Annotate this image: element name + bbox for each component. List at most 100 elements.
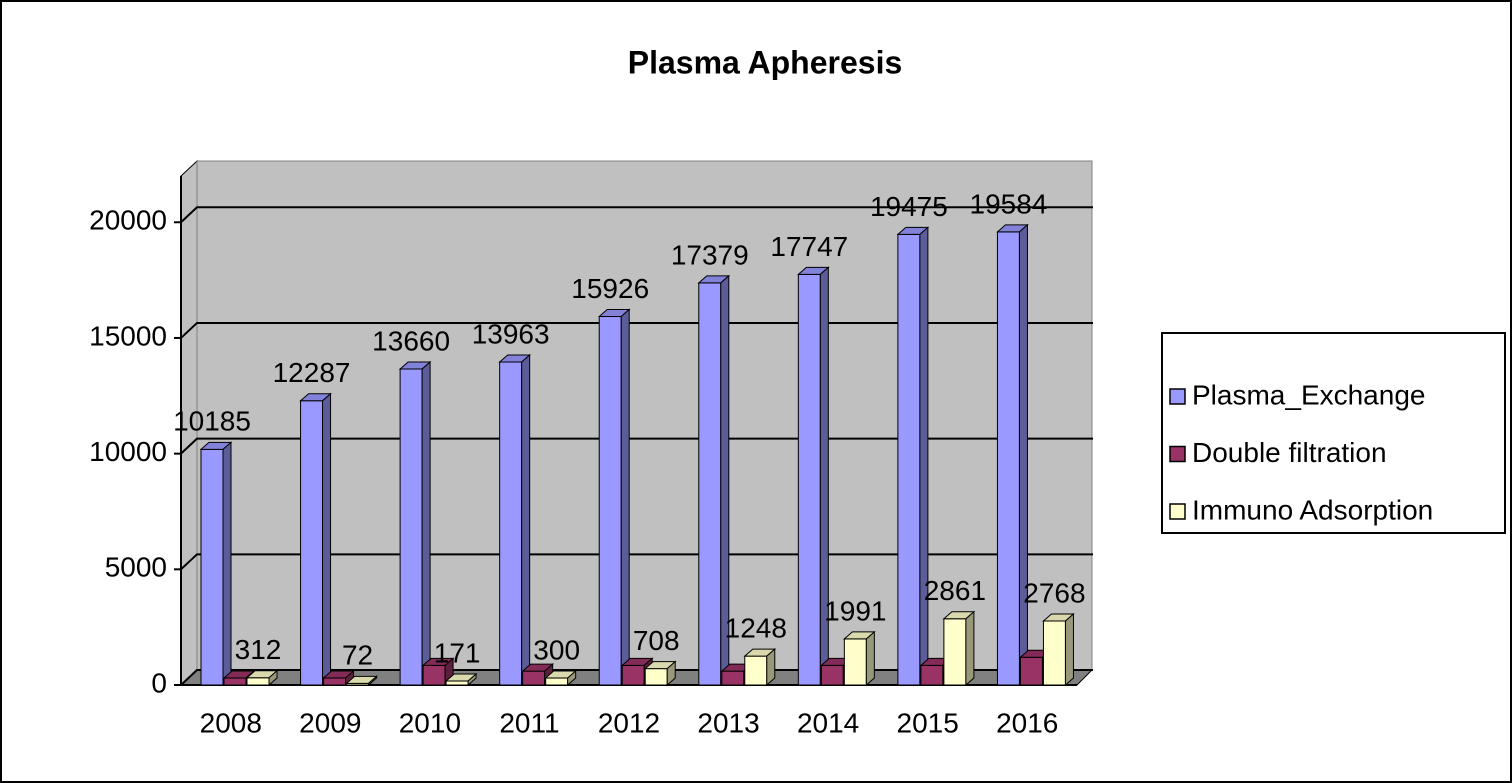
bar bbox=[199, 441, 233, 687]
data-label: 13963 bbox=[472, 318, 550, 349]
bar-front bbox=[598, 316, 622, 686]
legend bbox=[1161, 332, 1506, 534]
bar-front bbox=[820, 664, 844, 686]
bar-side bbox=[421, 360, 431, 687]
x-tick-label: 2014 bbox=[797, 707, 859, 738]
x-tick-label: 2016 bbox=[996, 707, 1058, 738]
bar-side bbox=[666, 660, 676, 687]
bar bbox=[398, 360, 432, 687]
bar bbox=[444, 672, 478, 687]
bar-front bbox=[943, 618, 967, 686]
data-label: 13660 bbox=[372, 325, 450, 356]
x-tick-label: 2008 bbox=[200, 707, 262, 738]
data-label: 17747 bbox=[770, 231, 848, 262]
bar bbox=[843, 630, 876, 687]
y-tick-label: 20000 bbox=[89, 205, 167, 236]
y-tick-label: 5000 bbox=[105, 552, 167, 583]
bar bbox=[544, 669, 577, 687]
bar bbox=[942, 610, 976, 687]
y-tick-label: 0 bbox=[151, 667, 167, 698]
y-tick-label: 10000 bbox=[89, 436, 167, 467]
data-label: 1248 bbox=[725, 613, 787, 644]
x-tick-label: 2011 bbox=[499, 707, 559, 738]
bar-side bbox=[467, 672, 477, 687]
bar-front bbox=[399, 368, 423, 686]
bar-front bbox=[897, 233, 921, 686]
bar-side bbox=[919, 226, 929, 687]
x-tick-label: 2009 bbox=[299, 707, 361, 738]
chart-title: Plasma Apheresis bbox=[628, 44, 903, 80]
y-tick-label: 15000 bbox=[89, 320, 167, 351]
bar-front bbox=[1019, 656, 1043, 686]
data-label: 2861 bbox=[924, 575, 986, 606]
legend-swatch bbox=[1169, 445, 1186, 463]
bar-front bbox=[246, 677, 270, 686]
data-label: 10185 bbox=[173, 406, 251, 437]
data-label: 300 bbox=[533, 634, 580, 665]
x-tick-label: 2012 bbox=[598, 707, 660, 738]
grid-line bbox=[180, 553, 1093, 571]
grid-line bbox=[180, 669, 1093, 686]
data-label: 12287 bbox=[273, 357, 351, 388]
data-label: 312 bbox=[235, 634, 282, 665]
bar-front bbox=[300, 400, 324, 686]
bar-front bbox=[797, 273, 821, 686]
bar bbox=[597, 308, 631, 687]
data-label: 2768 bbox=[1023, 577, 1085, 608]
bar-front bbox=[1042, 620, 1066, 686]
data-label: 15926 bbox=[571, 273, 649, 304]
bar-side bbox=[865, 630, 875, 687]
grid-line bbox=[180, 437, 1093, 455]
legend-swatch bbox=[1169, 503, 1186, 520]
bar-front bbox=[996, 231, 1020, 686]
bar-side bbox=[965, 610, 975, 687]
bar bbox=[345, 675, 378, 687]
data-label: 1991 bbox=[824, 595, 886, 626]
data-label: 72 bbox=[342, 640, 373, 671]
bar-side bbox=[1064, 612, 1074, 687]
bar bbox=[643, 660, 677, 687]
legend-label: Double filtration bbox=[1192, 437, 1387, 468]
bar bbox=[1042, 612, 1075, 687]
x-tick-label: 2013 bbox=[697, 707, 759, 738]
bar-front bbox=[545, 677, 569, 686]
x-tick-label: 2010 bbox=[399, 707, 461, 738]
bar bbox=[996, 223, 1029, 687]
bar-front bbox=[920, 664, 944, 686]
bar bbox=[245, 669, 279, 687]
bar-side bbox=[766, 648, 776, 687]
bar-side bbox=[222, 441, 232, 687]
bar-front bbox=[843, 638, 867, 686]
bar-front bbox=[721, 670, 745, 686]
bar-side bbox=[567, 669, 577, 687]
bar-side bbox=[368, 675, 378, 687]
bar bbox=[322, 669, 355, 687]
legend-label: Immuno Adsorption bbox=[1192, 494, 1433, 525]
data-label: 19584 bbox=[970, 188, 1048, 219]
bar-front bbox=[621, 664, 645, 686]
bar-front bbox=[223, 677, 247, 686]
bar-side bbox=[1018, 223, 1028, 687]
bar bbox=[743, 648, 777, 687]
bar-front bbox=[744, 655, 768, 686]
bar-side bbox=[521, 353, 531, 687]
data-label: 171 bbox=[434, 637, 481, 668]
x-tick-label: 2015 bbox=[897, 707, 959, 738]
legend-swatch bbox=[1169, 388, 1186, 405]
bar-front bbox=[323, 677, 347, 686]
bar bbox=[896, 226, 930, 687]
bar-side bbox=[322, 392, 332, 687]
bar bbox=[299, 392, 332, 687]
bar-side bbox=[268, 669, 278, 687]
bar bbox=[797, 266, 830, 687]
bar-front bbox=[644, 668, 668, 686]
bar-front bbox=[445, 680, 469, 686]
data-label: 19475 bbox=[870, 191, 948, 222]
grid-line bbox=[180, 321, 1093, 339]
bar bbox=[697, 274, 731, 687]
data-label: 17379 bbox=[671, 239, 749, 270]
legend-label: Plasma_Exchange bbox=[1192, 379, 1425, 410]
bar-front bbox=[698, 282, 722, 686]
grid-line bbox=[180, 206, 1093, 224]
